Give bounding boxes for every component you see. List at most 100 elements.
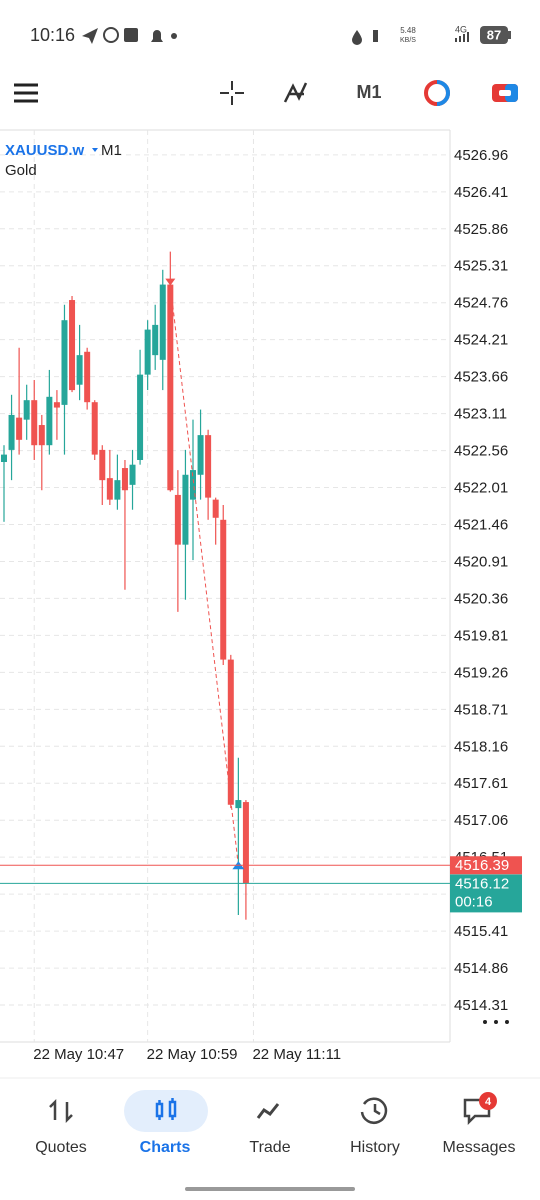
nav-active-pill [124, 1090, 208, 1132]
y-tick-label: 4525.86 [454, 221, 508, 238]
y-tick-label: 4518.16 [454, 738, 508, 755]
candle-body [242, 802, 249, 884]
candle-body [106, 478, 113, 500]
battery-box [480, 26, 508, 44]
battery-tip [508, 31, 511, 39]
y-tick-label: 4514.86 [454, 960, 508, 977]
candle-body [205, 435, 212, 498]
crosshair-button[interactable] [220, 81, 244, 105]
candle-body [53, 402, 60, 408]
y-tick-label: 4520.36 [454, 590, 508, 607]
net-unit: KB/S [400, 37, 416, 44]
candle-body [84, 351, 91, 403]
messages-badge: 4 [485, 1096, 492, 1108]
quotes-icon [49, 1098, 73, 1124]
y-tick-label: 4518.71 [454, 701, 508, 718]
net-speed: 5.48 [400, 26, 416, 35]
y-tick-label: 4521.46 [454, 516, 508, 533]
nav-label[interactable]: Charts [140, 1139, 191, 1156]
candle-body [69, 300, 76, 391]
ask-label-box [450, 856, 522, 875]
more-button[interactable] [483, 1020, 509, 1024]
network: 4G [455, 24, 467, 34]
bid-label: 4516.12 [455, 875, 509, 892]
candle-body [190, 470, 196, 500]
y-tick-label: 4522.01 [454, 480, 508, 497]
nav-label[interactable]: Messages [443, 1139, 516, 1156]
candle-body [46, 396, 53, 446]
plot: 4526.96 4526.41 4525.86 4525.31 4524.76 4524.… [0, 130, 508, 1042]
candle-body [76, 355, 83, 385]
trade-button[interactable] [492, 84, 518, 102]
y-tick-label: 4526.96 [454, 147, 508, 164]
nav-label[interactable]: Quotes [35, 1139, 87, 1156]
candle-body [212, 499, 219, 518]
indicators-button[interactable] [283, 82, 308, 103]
y-tick-label: 4519.26 [454, 664, 508, 681]
symbol[interactable]: XAUUSD.w [5, 142, 85, 159]
x-tick-label: 22 May 11:11 [252, 1046, 341, 1063]
candle-body [174, 494, 181, 545]
home-indicator [185, 1187, 355, 1191]
sell-marker [165, 278, 176, 286]
candle-body [23, 400, 30, 420]
candle-body [16, 417, 23, 440]
y-tick-label: 4524.21 [454, 332, 508, 349]
candle-body [8, 414, 15, 450]
candle-body [38, 425, 45, 446]
y-tick-label: 4517.61 [454, 775, 508, 792]
candle-body [144, 329, 151, 375]
trade-icon [256, 1103, 280, 1119]
y-tick-label: 4520.91 [454, 553, 508, 570]
y-tick-label: 4515.41 [454, 923, 508, 940]
y-tick-label: 4526.41 [454, 184, 508, 201]
chart-timeframe: M1 [101, 142, 122, 159]
candle-body [1, 454, 7, 463]
history-icon [360, 1097, 388, 1124]
candle-body [61, 320, 68, 405]
countdown: 00:16 [455, 893, 493, 910]
candle-body [99, 449, 106, 481]
candle-body [167, 284, 174, 491]
nav-label[interactable]: History [350, 1139, 400, 1156]
y-tick-label: 4519.81 [454, 627, 508, 644]
battery-level: 87 [487, 27, 501, 42]
candle-body [220, 519, 227, 660]
candle-body [31, 400, 38, 446]
x-tick-label: 22 May 10:47 [33, 1046, 124, 1063]
badge-dot [479, 1092, 497, 1110]
candle-body [235, 800, 242, 809]
charts-icon [155, 1098, 177, 1120]
candle-body [197, 435, 204, 475]
candle-body [91, 402, 98, 455]
objects-button[interactable] [424, 80, 450, 106]
candle-body [227, 659, 234, 805]
candle-body [129, 464, 136, 485]
y-tick-label: 4524.76 [454, 295, 508, 312]
signal-icon [455, 32, 469, 42]
candle-body [114, 480, 121, 500]
y-tick-label: 4522.56 [454, 443, 508, 460]
symbol-caret [92, 148, 98, 152]
candle-body [121, 468, 128, 491]
status-time: 10:16 [30, 25, 75, 45]
candle-body [159, 284, 166, 360]
ask-label: 4516.39 [455, 857, 509, 874]
nav-label[interactable]: Trade [249, 1139, 290, 1156]
menu-button[interactable] [14, 83, 38, 103]
candle-body [152, 324, 159, 356]
y-tick-label: 4523.11 [454, 406, 507, 423]
x-tick-label: 22 May 10:59 [147, 1046, 238, 1063]
y-tick-label: 4517.06 [454, 812, 508, 829]
candle-body [137, 374, 144, 460]
bid-label-box [450, 874, 522, 913]
timeframe-button[interactable]: M1 [356, 82, 381, 102]
y-tick-label: 4525.31 [454, 258, 508, 275]
y-tick-label: 4514.31 [454, 997, 508, 1014]
candle-body [182, 474, 189, 545]
nav-labels: Quotes Charts Trade History Messages [35, 1139, 515, 1156]
y-tick-label: 4523.66 [454, 369, 508, 386]
symbol-description: Gold [5, 162, 37, 179]
